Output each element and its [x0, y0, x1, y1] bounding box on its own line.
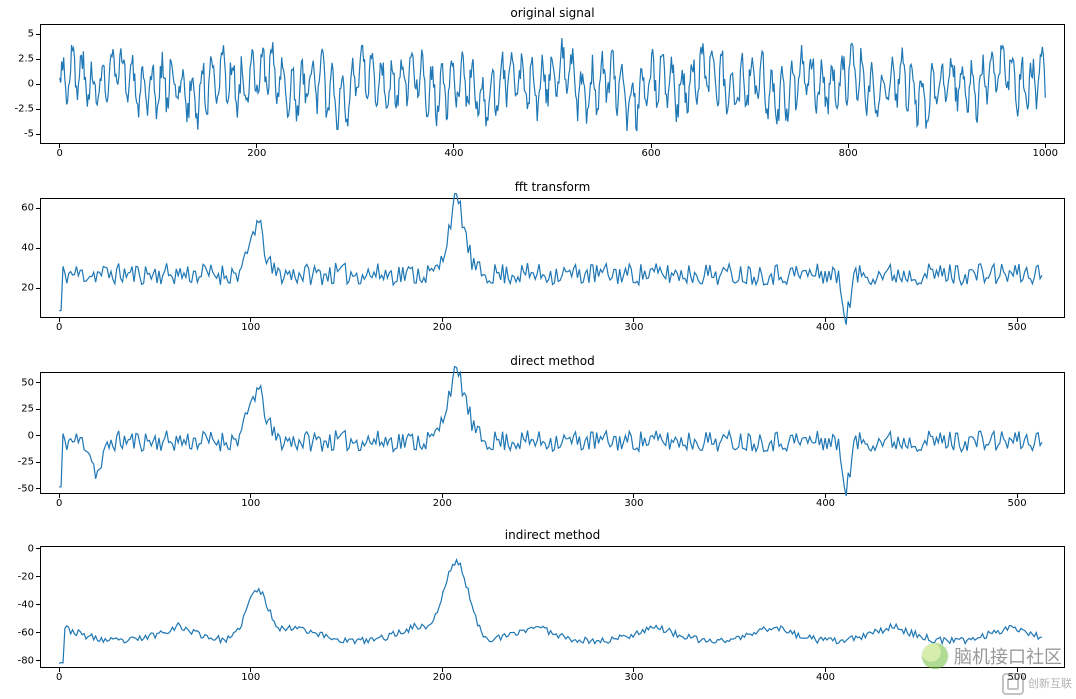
- ytick-label: 40: [21, 243, 34, 254]
- ytick-label: 50: [21, 377, 34, 388]
- xtick-mark: [1017, 318, 1018, 322]
- ytick-label: -80: [18, 655, 34, 666]
- xtick-label: 100: [241, 672, 260, 683]
- xtick-mark: [633, 494, 634, 498]
- ytick-label: 5: [28, 29, 34, 40]
- xtick-label: 600: [642, 148, 661, 159]
- subplot-title: direct method: [40, 354, 1065, 368]
- xtick-mark: [59, 318, 60, 322]
- ytick-label: 25: [21, 404, 34, 415]
- xtick-mark: [633, 668, 634, 672]
- series-line: [40, 372, 1065, 494]
- xtick-mark: [250, 494, 251, 498]
- xtick-mark: [442, 494, 443, 498]
- xtick-mark: [1045, 144, 1046, 148]
- figure: original signal-5-2.502.5502004006008001…: [0, 0, 1076, 699]
- subplot-title: indirect method: [40, 528, 1065, 542]
- ytick-label: -20: [18, 571, 34, 582]
- xtick-label: 100: [241, 322, 260, 333]
- xtick-label: 200: [433, 498, 452, 509]
- xtick-label: 500: [1008, 498, 1027, 509]
- subplot-title: original signal: [40, 6, 1065, 20]
- ytick-label: -2.5: [14, 104, 34, 115]
- ytick-label: 20: [21, 283, 34, 294]
- ytick-label: -5: [24, 129, 34, 140]
- xtick-mark: [256, 144, 257, 148]
- xtick-label: 200: [247, 148, 266, 159]
- xtick-mark: [825, 494, 826, 498]
- ytick-label: -50: [18, 483, 34, 494]
- ytick-label: 0: [28, 430, 34, 441]
- ytick-label: -60: [18, 627, 34, 638]
- subplot-indirect: indirect method-80-60-40-200010020030040…: [40, 546, 1065, 668]
- xtick-label: 300: [624, 672, 643, 683]
- xtick-label: 500: [1008, 322, 1027, 333]
- series-line: [40, 546, 1065, 668]
- xtick-label: 300: [624, 498, 643, 509]
- xtick-label: 200: [433, 672, 452, 683]
- xtick-mark: [1017, 494, 1018, 498]
- ytick-label: 60: [21, 203, 34, 214]
- subplot-original: original signal-5-2.502.5502004006008001…: [40, 24, 1065, 144]
- xtick-label: 0: [57, 148, 63, 159]
- xtick-label: 400: [444, 148, 463, 159]
- xtick-label: 400: [816, 322, 835, 333]
- xtick-label: 300: [624, 322, 643, 333]
- xtick-mark: [250, 318, 251, 322]
- xtick-mark: [59, 668, 60, 672]
- subplot-fft: fft transform2040600100200300400500: [40, 198, 1065, 318]
- xtick-label: 0: [56, 498, 62, 509]
- xtick-mark: [59, 494, 60, 498]
- series-line: [40, 198, 1065, 318]
- ytick-label: -25: [18, 457, 34, 468]
- xtick-mark: [633, 318, 634, 322]
- xtick-mark: [59, 144, 60, 148]
- xtick-label: 500: [1008, 672, 1027, 683]
- subplot-direct: direct method-50-25025500100200300400500: [40, 372, 1065, 494]
- ytick-label: 0: [28, 543, 34, 554]
- xtick-mark: [1017, 668, 1018, 672]
- xtick-label: 400: [816, 498, 835, 509]
- series-line: [40, 24, 1065, 144]
- xtick-label: 0: [56, 672, 62, 683]
- xtick-mark: [825, 668, 826, 672]
- xtick-mark: [442, 668, 443, 672]
- xtick-label: 400: [816, 672, 835, 683]
- xtick-mark: [848, 144, 849, 148]
- ytick-label: 2.5: [18, 54, 34, 65]
- xtick-mark: [651, 144, 652, 148]
- xtick-label: 200: [433, 322, 452, 333]
- xtick-mark: [453, 144, 454, 148]
- xtick-label: 100: [241, 498, 260, 509]
- xtick-mark: [250, 668, 251, 672]
- xtick-label: 0: [56, 322, 62, 333]
- xtick-label: 1000: [1033, 148, 1058, 159]
- ytick-label: -40: [18, 599, 34, 610]
- xtick-mark: [442, 318, 443, 322]
- xtick-mark: [825, 318, 826, 322]
- subplot-title: fft transform: [40, 180, 1065, 194]
- ytick-label: 0: [28, 79, 34, 90]
- xtick-label: 800: [839, 148, 858, 159]
